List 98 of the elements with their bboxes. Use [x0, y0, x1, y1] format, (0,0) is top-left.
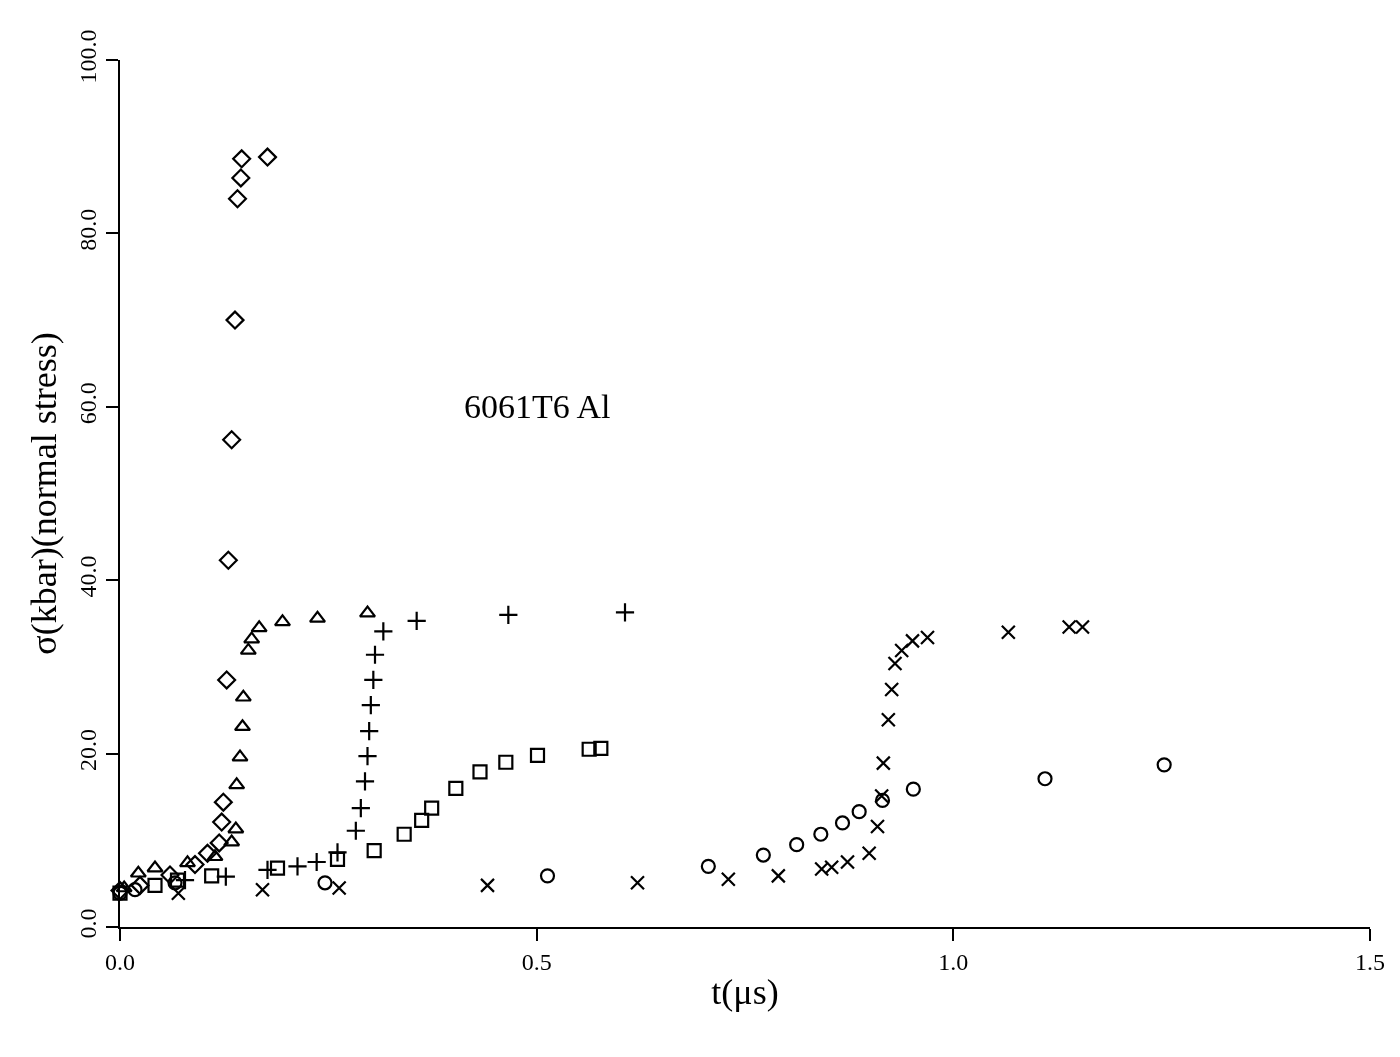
y-tick-label: 20.0 — [75, 729, 102, 771]
point — [1000, 624, 1016, 640]
x-tick-label: 0.5 — [521, 948, 552, 975]
point — [250, 620, 268, 633]
point — [146, 860, 164, 873]
y-tick-label: 60.0 — [75, 382, 102, 425]
point — [363, 669, 384, 691]
point — [231, 168, 251, 188]
point — [345, 820, 367, 841]
annotation: 6061T6 Al — [464, 388, 611, 425]
point — [529, 747, 546, 763]
point — [227, 821, 245, 834]
point — [834, 815, 851, 831]
point — [232, 149, 252, 169]
point — [174, 869, 196, 891]
point — [350, 798, 372, 819]
point — [129, 865, 147, 878]
point — [239, 642, 257, 655]
point — [364, 644, 386, 665]
point — [228, 777, 246, 790]
point — [269, 860, 286, 876]
y-tick-label: 40.0 — [75, 555, 102, 598]
point — [354, 771, 376, 792]
point — [222, 430, 242, 450]
point — [789, 837, 805, 853]
point — [257, 147, 278, 167]
point — [861, 845, 877, 861]
point — [327, 842, 348, 863]
y-axis-title: σ(kbar)(normal stress) — [23, 332, 64, 655]
point — [212, 812, 232, 832]
x-tick-label: 1.0 — [938, 948, 969, 975]
point — [406, 610, 427, 632]
point — [851, 804, 867, 820]
point — [424, 800, 440, 816]
point — [593, 740, 609, 756]
point — [357, 746, 378, 767]
point — [185, 855, 205, 875]
point — [223, 834, 241, 847]
point — [770, 868, 786, 884]
point — [479, 877, 496, 893]
point — [1156, 757, 1172, 773]
point — [905, 781, 921, 797]
y-tick-label: 100.0 — [75, 29, 102, 84]
point — [257, 859, 278, 880]
point — [306, 851, 327, 873]
point — [498, 604, 519, 626]
point — [287, 856, 308, 877]
point — [234, 689, 252, 702]
point — [115, 880, 133, 893]
point — [839, 854, 856, 870]
point — [894, 642, 910, 659]
point — [331, 880, 347, 896]
point — [875, 755, 891, 771]
point — [366, 843, 382, 859]
x-tick-label: 1.5 — [1355, 948, 1385, 975]
point — [317, 875, 333, 891]
point — [1037, 771, 1053, 787]
point — [254, 882, 271, 898]
point — [160, 865, 180, 885]
x-axis-title: t(μs) — [711, 972, 779, 1012]
point — [874, 792, 891, 809]
point — [720, 871, 736, 887]
point — [373, 621, 394, 642]
point — [472, 764, 488, 780]
point — [869, 818, 886, 835]
point — [206, 849, 224, 862]
point — [884, 681, 900, 698]
x-tick-label: 0.0 — [105, 948, 135, 975]
point — [700, 858, 716, 874]
point — [448, 780, 464, 796]
point — [581, 741, 597, 757]
point — [813, 826, 829, 842]
point — [197, 843, 218, 863]
point — [358, 720, 380, 742]
point — [887, 655, 903, 672]
point — [243, 631, 261, 644]
point — [231, 749, 249, 762]
y-tick-label: 80.0 — [75, 208, 102, 251]
point — [227, 189, 248, 209]
point — [880, 712, 896, 728]
y-tick-label: 0.0 — [75, 908, 102, 939]
point — [629, 875, 646, 891]
point — [755, 847, 771, 863]
point — [329, 851, 346, 867]
point — [614, 602, 636, 623]
point — [209, 833, 229, 853]
point — [414, 812, 430, 828]
point — [396, 826, 412, 842]
point — [225, 310, 245, 330]
point — [498, 754, 514, 770]
point — [218, 550, 238, 570]
point — [204, 868, 220, 884]
point — [213, 792, 233, 812]
point — [147, 877, 163, 893]
point — [130, 875, 150, 895]
point — [217, 670, 237, 690]
point — [360, 694, 382, 716]
point — [539, 868, 556, 884]
